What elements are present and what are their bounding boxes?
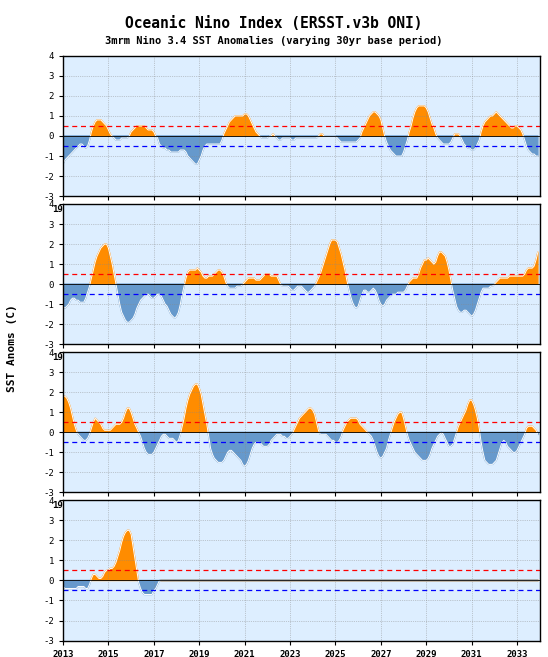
Text: 3mrm Nino 3.4 SST Anomalies (varying 30yr base period): 3mrm Nino 3.4 SST Anomalies (varying 30y… — [105, 36, 443, 46]
Text: SST Anoms (C): SST Anoms (C) — [7, 304, 17, 392]
Text: Oceanic Nino Index (ERSST.v3b ONI): Oceanic Nino Index (ERSST.v3b ONI) — [125, 16, 423, 32]
